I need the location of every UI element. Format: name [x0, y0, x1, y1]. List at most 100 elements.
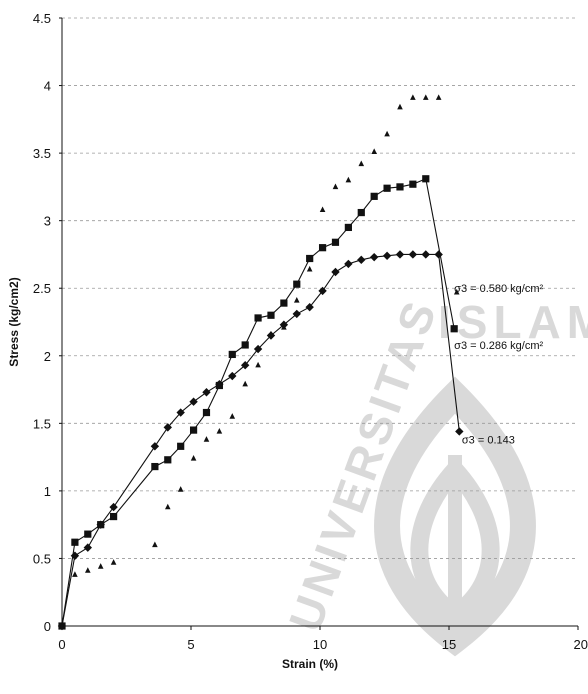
- y-tick-label: 1.5: [33, 416, 51, 431]
- annotation-triangle: σ3 = 0.580 kg/cm²: [454, 283, 543, 295]
- x-axis-title: Strain (%): [282, 657, 338, 671]
- y-tick-label: 0: [44, 619, 51, 634]
- data-point-triangle: [435, 94, 442, 100]
- y-tick-label: 0.5: [33, 551, 51, 566]
- data-series: [57, 94, 464, 631]
- data-point-square: [254, 314, 262, 322]
- data-point-triangle: [332, 183, 339, 190]
- x-tick-label: 10: [313, 637, 327, 652]
- y-axis-title: Stress (kg/cm2): [7, 277, 21, 366]
- data-point-square: [370, 192, 378, 200]
- data-point-square: [202, 408, 211, 417]
- y-tick-label: 3.5: [33, 146, 51, 161]
- series-triangle: [59, 94, 460, 629]
- data-point-diamond: [70, 551, 80, 560]
- data-point-triangle: [358, 160, 365, 167]
- data-point-diamond: [305, 302, 314, 312]
- data-point-triangle: [190, 455, 197, 461]
- data-point-square: [280, 299, 288, 307]
- data-point-square: [228, 350, 236, 359]
- data-point-triangle: [371, 148, 377, 154]
- data-point-diamond: [395, 250, 405, 259]
- data-point-triangle: [281, 324, 287, 330]
- data-point-triangle: [242, 380, 248, 387]
- data-point-diamond: [189, 397, 198, 406]
- data-point-square: [422, 175, 430, 183]
- data-point-square: [215, 381, 223, 390]
- data-point-diamond: [369, 252, 379, 262]
- data-point-square: [151, 462, 159, 471]
- data-point-square: [110, 512, 118, 521]
- data-point-square: [383, 184, 391, 192]
- data-point-square: [189, 426, 198, 434]
- y-tick-label: 2.5: [33, 281, 51, 296]
- data-point-diamond: [163, 423, 172, 432]
- data-point-square: [396, 183, 404, 191]
- data-point-square: [293, 280, 301, 288]
- data-point-square: [344, 223, 352, 232]
- data-point-triangle: [345, 176, 352, 183]
- data-point-triangle: [177, 486, 184, 492]
- data-point-diamond: [150, 442, 160, 451]
- data-point-triangle: [152, 541, 158, 548]
- data-point-square: [84, 530, 92, 538]
- x-tick-label: 0: [58, 637, 65, 652]
- data-point-square: [318, 244, 327, 252]
- data-point-diamond: [228, 371, 237, 381]
- y-tick-label: 1: [44, 484, 51, 499]
- data-point-triangle: [384, 130, 390, 137]
- data-point-triangle: [255, 361, 261, 368]
- data-point-triangle: [319, 206, 326, 213]
- series-annotations: σ3 = 0.143 σ3 = 0.286 kg/cm² σ3 = 0.580 kg…: [454, 283, 543, 446]
- x-tick-label: 15: [442, 637, 456, 652]
- data-point-diamond: [253, 344, 263, 354]
- x-tick-label: 5: [187, 637, 194, 652]
- data-point-triangle: [203, 436, 210, 442]
- data-point-diamond: [382, 251, 392, 260]
- data-point-square: [450, 325, 458, 333]
- data-point-diamond: [83, 543, 92, 552]
- data-point-diamond: [421, 250, 430, 259]
- watermark-text-islam: ISLAM: [438, 296, 588, 348]
- x-tick-labels: 0 5 10 15 20: [58, 626, 588, 652]
- data-point-diamond: [176, 408, 185, 417]
- data-point-square: [306, 254, 314, 263]
- y-tick-label: 2: [44, 349, 51, 364]
- data-point-square: [71, 538, 79, 546]
- y-tick-label: 4: [44, 79, 51, 94]
- data-point-triangle: [72, 571, 78, 577]
- data-point-diamond: [109, 502, 118, 512]
- x-tick-label: 20: [574, 637, 588, 652]
- data-point-diamond: [292, 309, 301, 319]
- data-point-triangle: [453, 288, 460, 295]
- data-point-diamond: [455, 427, 464, 436]
- data-point-diamond: [202, 388, 211, 397]
- data-point-diamond: [408, 250, 418, 259]
- data-point-triangle: [422, 94, 429, 100]
- y-tick-label: 4.5: [33, 11, 51, 26]
- data-point-square: [97, 521, 105, 529]
- data-point-triangle: [410, 94, 416, 100]
- data-point-triangle: [216, 428, 223, 434]
- data-point-diamond: [240, 361, 250, 370]
- y-tick-labels: 0 0.5 1 1.5 2 2.5 3 3.5 4 4.5: [33, 11, 62, 634]
- data-point-triangle: [85, 567, 91, 573]
- annotation-square: σ3 = 0.286 kg/cm²: [454, 340, 543, 352]
- data-point-triangle: [229, 413, 236, 419]
- data-point-triangle: [306, 265, 313, 272]
- data-point-triangle: [293, 296, 300, 303]
- series-square: [58, 175, 458, 630]
- data-point-diamond: [357, 255, 366, 265]
- data-point-triangle: [164, 503, 171, 510]
- data-point-triangle: [110, 559, 117, 565]
- data-point-square: [267, 311, 275, 319]
- data-point-triangle: [268, 330, 274, 337]
- data-point-square: [357, 208, 365, 217]
- data-point-diamond: [434, 250, 443, 259]
- data-point-square: [409, 180, 417, 188]
- data-point-square: [241, 341, 249, 349]
- data-point-triangle: [59, 622, 65, 629]
- annotation-diamond: σ3 = 0.143: [462, 435, 515, 447]
- data-point-square: [331, 238, 340, 246]
